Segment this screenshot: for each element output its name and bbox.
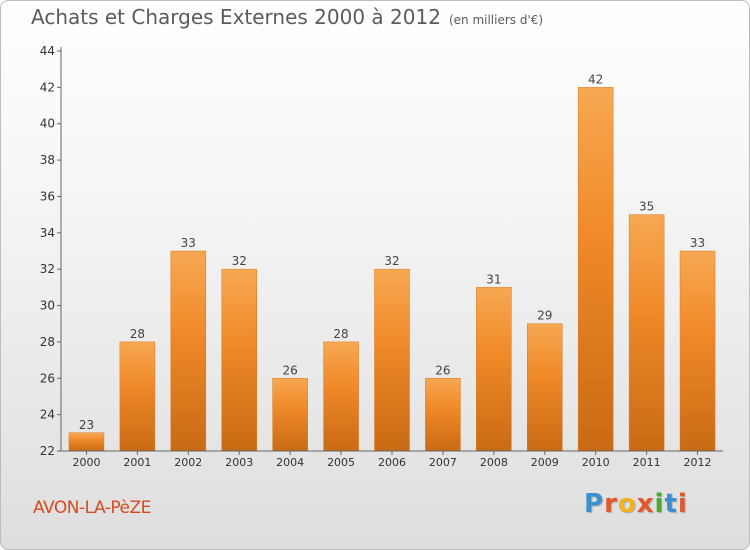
logo-letter: r bbox=[604, 489, 618, 519]
y-tick-label-22: 22 bbox=[40, 444, 55, 458]
x-tick-label-2003: 2003 bbox=[225, 456, 253, 469]
logo-letter: i bbox=[677, 489, 688, 519]
data-label-2012: 33 bbox=[690, 236, 705, 250]
x-tick-label-2005: 2005 bbox=[327, 456, 355, 469]
y-tick-label-26: 26 bbox=[40, 371, 55, 385]
y-tick-label-38: 38 bbox=[40, 153, 55, 167]
bar-2004 bbox=[272, 378, 308, 452]
x-tick-label-2004: 2004 bbox=[276, 456, 304, 469]
x-tick-label-2009: 2009 bbox=[531, 456, 559, 469]
y-tick-label-30: 30 bbox=[40, 299, 55, 313]
logo-letter: i bbox=[654, 489, 665, 519]
y-tick-label-34: 34 bbox=[40, 226, 55, 240]
unit-label: (en milliers d'€) bbox=[448, 13, 544, 27]
x-tick-label-2012: 2012 bbox=[684, 456, 712, 469]
logo-letter: o bbox=[617, 489, 637, 519]
bar-2012 bbox=[679, 250, 716, 452]
y-tick-label-44: 44 bbox=[40, 44, 55, 58]
data-label-2004: 26 bbox=[283, 363, 298, 377]
data-label-2001: 28 bbox=[130, 327, 145, 341]
logo-letter: x bbox=[636, 489, 655, 519]
bar-2009 bbox=[527, 323, 563, 452]
bar-2007 bbox=[425, 378, 461, 452]
x-tick-label-2001: 2001 bbox=[123, 456, 151, 469]
data-label-2009: 29 bbox=[537, 309, 552, 323]
x-tick-label-2008: 2008 bbox=[480, 456, 508, 469]
x-tick-label-2000: 2000 bbox=[72, 456, 100, 469]
bar-2011 bbox=[628, 214, 665, 452]
data-label-2010: 42 bbox=[588, 72, 603, 86]
proxiti-logo: Proxiti bbox=[584, 489, 688, 519]
location-name: AVON-LA-PèZE bbox=[33, 498, 151, 518]
data-label-2003: 32 bbox=[232, 254, 247, 268]
bar-2010 bbox=[577, 87, 614, 452]
bar-2005 bbox=[323, 341, 359, 452]
data-label-2005: 28 bbox=[333, 327, 348, 341]
y-tick-label-42: 42 bbox=[40, 80, 55, 94]
bar-2000 bbox=[68, 432, 105, 452]
bar-2001 bbox=[119, 341, 156, 452]
logo-letter: P bbox=[584, 489, 605, 519]
x-tick-label-2006: 2006 bbox=[378, 456, 406, 469]
data-label-2007: 26 bbox=[435, 363, 450, 377]
data-label-2008: 31 bbox=[486, 272, 501, 286]
data-label-2002: 33 bbox=[181, 236, 196, 250]
y-tick-label-24: 24 bbox=[40, 408, 55, 422]
title-text: Achats et Charges Externes 2000 à 2012 bbox=[31, 5, 441, 29]
logo-letter: t bbox=[664, 489, 678, 519]
chart-title: Achats et Charges Externes 2000 à 2012 (e… bbox=[31, 5, 543, 29]
x-tick-label-2007: 2007 bbox=[429, 456, 457, 469]
x-tick-label-2011: 2011 bbox=[633, 456, 661, 469]
data-label-2006: 32 bbox=[384, 254, 399, 268]
y-tick-label-36: 36 bbox=[40, 189, 55, 203]
bar-2002 bbox=[170, 250, 207, 452]
data-label-2011: 35 bbox=[639, 200, 654, 214]
y-tick-label-40: 40 bbox=[40, 117, 55, 131]
y-tick-label-28: 28 bbox=[40, 335, 55, 349]
x-tick-label-2010: 2010 bbox=[582, 456, 610, 469]
bar-2008 bbox=[476, 287, 512, 452]
x-tick-label-2002: 2002 bbox=[174, 456, 202, 469]
bar-2006 bbox=[374, 268, 410, 452]
y-tick-label-32: 32 bbox=[40, 262, 55, 276]
data-label-2000: 23 bbox=[79, 418, 94, 432]
bar-2003 bbox=[221, 268, 257, 452]
